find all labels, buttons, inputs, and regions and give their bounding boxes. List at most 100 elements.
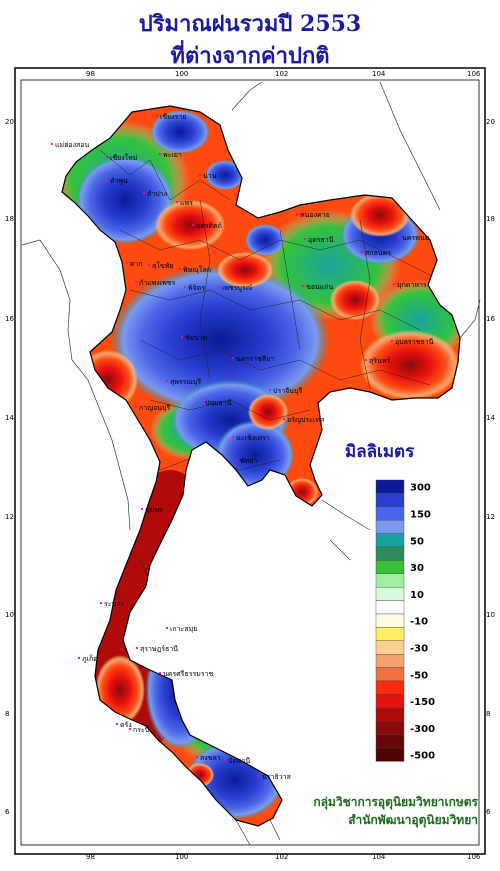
- lat-ticks: 20 18 16 14 12 10 8 6 20 18 16 14 12 10 …: [5, 118, 495, 816]
- station-marker: [200, 400, 204, 404]
- lat-tick-right: 12: [486, 513, 495, 521]
- station-marker: [175, 200, 179, 204]
- legend-swatch: [375, 479, 405, 494]
- lat-tick-left: 16: [5, 315, 14, 323]
- station-marker: [235, 458, 239, 462]
- place-label: ขอนแก่น: [306, 283, 334, 291]
- station-marker: [140, 507, 144, 511]
- legend-swatch: [375, 533, 405, 548]
- station-marker: [231, 356, 235, 360]
- legend-swatch: [375, 573, 405, 588]
- station-marker: [195, 755, 199, 759]
- station-marker: [128, 727, 132, 731]
- place-label: เชียงราย: [160, 113, 186, 121]
- lon-tick-bottom: 98: [86, 853, 95, 861]
- station-marker: [105, 178, 109, 182]
- place-label: อุดรธานี: [308, 236, 334, 244]
- legend-swatch: [375, 627, 405, 642]
- station-marker: [125, 261, 129, 265]
- legend-label: 150: [410, 510, 431, 521]
- lon-tick-top: 106: [467, 70, 481, 78]
- legend-swatch: [375, 600, 405, 615]
- lat-tick-left: 20: [5, 118, 14, 126]
- legend-label: -50: [410, 670, 428, 681]
- lat-tick-right: 20: [486, 118, 495, 126]
- legend-swatch: [375, 560, 405, 575]
- place-label: สุโขทัย: [152, 261, 174, 270]
- station-marker: [183, 285, 187, 289]
- legend-swatch: [375, 613, 405, 628]
- legend-title: มิลลิเมตร: [345, 442, 415, 462]
- lon-tick-top: 98: [86, 70, 95, 78]
- station-marker: [360, 250, 364, 254]
- credit-line1: กลุ่มวิชาการอุตุนิยมวิทยาเกษตร: [313, 795, 478, 809]
- place-label: กาญจนบุรี: [139, 404, 170, 412]
- place-label: เชียงใหม่: [110, 153, 137, 162]
- lon-tick-bottom: 102: [275, 853, 288, 861]
- lat-tick-left: 6: [5, 808, 10, 816]
- station-marker: [50, 142, 54, 146]
- station-marker: [231, 435, 235, 439]
- place-label: ปทุมธานี: [205, 399, 232, 407]
- legend-swatch: [375, 520, 405, 534]
- station-marker: [134, 280, 138, 284]
- credit-line2: สำนักพัฒนาอุตุนิยมวิทยา: [348, 813, 478, 827]
- place-label: สุราษฎร์ธานี: [140, 645, 178, 653]
- place-label: ลำปาง: [147, 190, 167, 198]
- place-label: นราธิวาส: [262, 773, 292, 781]
- place-label: ปราจีนบุรี: [273, 387, 302, 395]
- lat-tick-left: 10: [5, 611, 14, 619]
- place-label: ตาก: [130, 260, 143, 268]
- place-label: เกาะสมุย: [170, 625, 197, 633]
- station-marker: [397, 235, 401, 239]
- legend-swatch: [375, 721, 405, 735]
- place-label: อุตรดิตถ์: [196, 222, 222, 230]
- legend-swatch: [375, 694, 405, 709]
- province-borders: [99, 149, 441, 761]
- legend-swatch: [375, 493, 405, 507]
- legend-label: 30: [410, 563, 424, 574]
- place-label: พิษณุโลก: [183, 265, 211, 274]
- place-label: ระนอง: [104, 600, 124, 608]
- legend-swatch: [375, 734, 405, 749]
- legend-swatch: [375, 654, 405, 668]
- place-label: หนองคาย: [300, 211, 330, 219]
- legend-label: 50: [410, 536, 424, 547]
- station-marker: [223, 758, 227, 762]
- station-marker: [135, 646, 139, 650]
- lat-tick-right: 6: [486, 808, 491, 816]
- station-marker: [142, 191, 146, 195]
- station-marker: [99, 601, 103, 605]
- place-label: ลำพูน: [110, 177, 128, 185]
- station-marker: [158, 152, 162, 156]
- place-label: สงขลา: [200, 754, 221, 762]
- place-label: สุพรรณบุรี: [170, 378, 201, 386]
- legend-label: -10: [410, 617, 428, 628]
- legend-label: -500: [410, 751, 435, 762]
- station-marker: [303, 237, 307, 241]
- station-marker: [295, 212, 299, 216]
- lon-tick-bottom: 106: [467, 853, 481, 861]
- place-label: อรัญประเทศ: [287, 416, 325, 424]
- station-marker: [191, 223, 195, 227]
- station-marker: [301, 284, 305, 288]
- lon-tick-bottom: 100: [175, 853, 188, 861]
- station-marker: [178, 267, 182, 271]
- place-label: สุรินทร์: [369, 357, 390, 365]
- place-label: น่าน: [203, 172, 217, 180]
- lat-tick-left: 12: [5, 513, 14, 521]
- place-label: พัทยา: [240, 457, 257, 465]
- place-label: นครราชสีมา: [236, 355, 275, 363]
- legend-label: 10: [410, 590, 424, 601]
- lon-ticks: 98 100 102 104 106 98 100 102 104 106: [86, 70, 481, 861]
- station-marker: [134, 405, 138, 409]
- map-title-line2: ที่ต่างจากค่าปกติ: [170, 43, 330, 69]
- lat-tick-left: 8: [5, 710, 9, 718]
- station-marker: [155, 114, 159, 118]
- legend-color-bar: [375, 479, 405, 762]
- station-marker: [165, 626, 169, 630]
- place-label: แม่ฮ่องสอน: [55, 141, 89, 149]
- legend-swatch: [375, 680, 405, 695]
